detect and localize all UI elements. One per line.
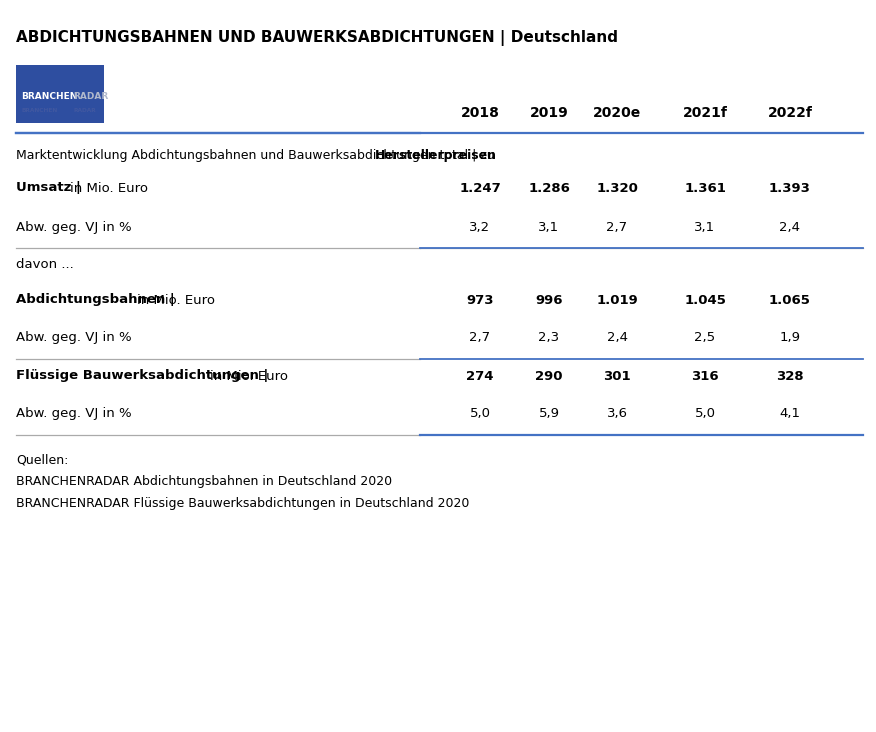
- Text: RADAR: RADAR: [73, 92, 109, 101]
- Text: 316: 316: [691, 370, 719, 383]
- Text: 2,5: 2,5: [695, 332, 716, 345]
- Text: 973: 973: [466, 294, 494, 307]
- Text: BRANCHEN: BRANCHEN: [21, 108, 57, 113]
- Text: 5,0: 5,0: [470, 408, 491, 420]
- Text: 1,9: 1,9: [780, 332, 801, 345]
- Text: 1.320: 1.320: [596, 182, 638, 195]
- Bar: [16, 65, 104, 123]
- Text: in Mio. Euro: in Mio. Euro: [209, 370, 287, 383]
- Text: Quellen:: Quellen:: [16, 454, 68, 466]
- Text: 2,7: 2,7: [606, 220, 627, 234]
- Text: 2020e: 2020e: [593, 106, 641, 120]
- Text: in Mio. Euro: in Mio. Euro: [70, 182, 148, 195]
- Text: 1.065: 1.065: [769, 294, 811, 307]
- Text: ABDICHTUNGSBAHNEN UND BAUWERKSABDICHTUNGEN | Deutschland: ABDICHTUNGSBAHNEN UND BAUWERKSABDICHTUNG…: [16, 30, 618, 46]
- Text: 2019: 2019: [530, 106, 569, 120]
- Text: 2,7: 2,7: [470, 332, 491, 345]
- Text: 3,2: 3,2: [470, 220, 491, 234]
- Text: 328: 328: [776, 370, 804, 383]
- Text: 2022f: 2022f: [767, 106, 812, 120]
- Text: Abw. geg. VJ in %: Abw. geg. VJ in %: [16, 220, 131, 234]
- Text: 1.247: 1.247: [459, 182, 501, 195]
- Text: 2,4: 2,4: [780, 220, 801, 234]
- Text: 2021f: 2021f: [682, 106, 727, 120]
- Text: 274: 274: [466, 370, 494, 383]
- Text: BRANCHENRADAR Abdichtungsbahnen in Deutschland 2020: BRANCHENRADAR Abdichtungsbahnen in Deuts…: [16, 476, 392, 488]
- Text: Flüssige Bauwerksabdichtungen |: Flüssige Bauwerksabdichtungen |: [16, 370, 273, 383]
- Text: 2,3: 2,3: [539, 332, 560, 345]
- Text: davon ...: davon ...: [16, 258, 74, 272]
- Text: Umsatz |: Umsatz |: [16, 182, 86, 195]
- Text: Marktentwicklung Abdichtungsbahnen und Bauwerksabdichtungen total | zu: Marktentwicklung Abdichtungsbahnen und B…: [16, 149, 498, 163]
- Text: 3,1: 3,1: [695, 220, 716, 234]
- Text: Herstellerpreisen: Herstellerpreisen: [375, 149, 497, 163]
- Text: 5,0: 5,0: [695, 408, 716, 420]
- Text: 4,1: 4,1: [780, 408, 801, 420]
- Text: BRANCHEN: BRANCHEN: [21, 92, 77, 101]
- Text: in Mio. Euro: in Mio. Euro: [137, 294, 215, 307]
- Text: BRANCHENRADAR Flüssige Bauwerksabdichtungen in Deutschland 2020: BRANCHENRADAR Flüssige Bauwerksabdichtun…: [16, 498, 470, 510]
- Text: 3,1: 3,1: [539, 220, 560, 234]
- Text: 1.361: 1.361: [684, 182, 726, 195]
- Text: 1.393: 1.393: [769, 182, 811, 195]
- Text: 5,9: 5,9: [539, 408, 560, 420]
- Text: 2018: 2018: [461, 106, 499, 120]
- Text: 3,6: 3,6: [606, 408, 627, 420]
- Text: Abw. geg. VJ in %: Abw. geg. VJ in %: [16, 408, 131, 420]
- Text: 1.019: 1.019: [597, 294, 638, 307]
- Text: RADAR: RADAR: [73, 108, 95, 113]
- Text: 1.045: 1.045: [684, 294, 726, 307]
- Text: 996: 996: [535, 294, 562, 307]
- Text: 290: 290: [535, 370, 562, 383]
- Text: Abw. geg. VJ in %: Abw. geg. VJ in %: [16, 332, 131, 345]
- Text: 2,4: 2,4: [606, 332, 627, 345]
- Text: 1.286: 1.286: [528, 182, 570, 195]
- Text: 301: 301: [604, 370, 631, 383]
- Text: Abdichtungsbahnen |: Abdichtungsbahnen |: [16, 294, 180, 307]
